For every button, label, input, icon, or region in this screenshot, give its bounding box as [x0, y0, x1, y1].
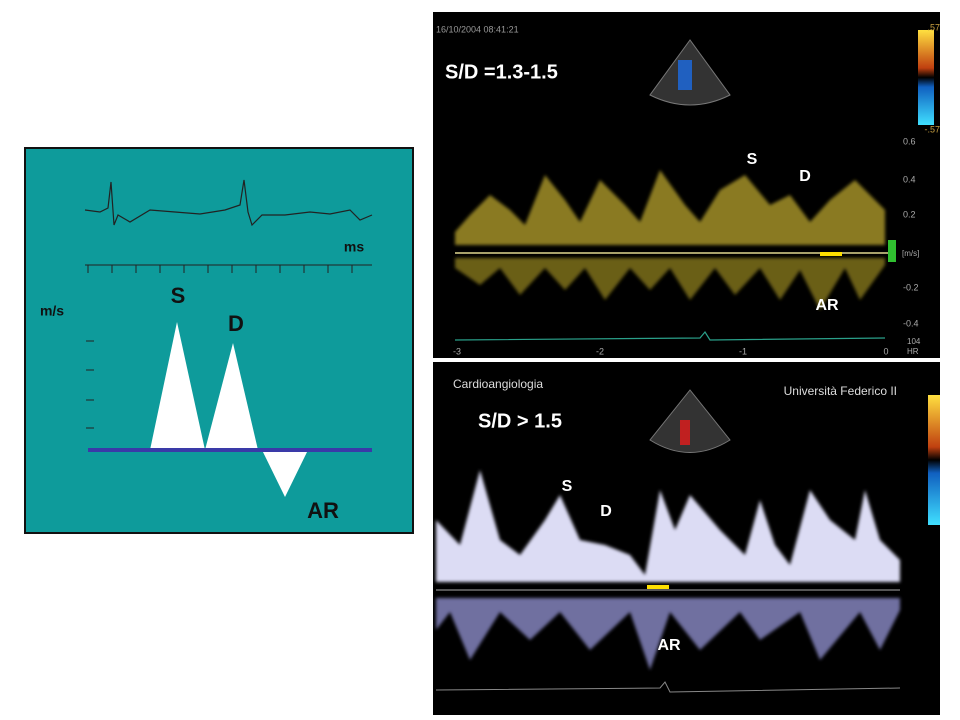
ratio: S/D =1.3-1.5	[445, 61, 558, 83]
time-axis	[85, 264, 372, 273]
d-label: D	[228, 311, 244, 336]
velocity-tick: 0.4	[903, 174, 916, 184]
left-caption: Cardioangiologia	[453, 377, 543, 391]
forward-flow	[436, 470, 900, 582]
time-ticks: -3 -2 -1 0	[453, 346, 889, 356]
doppler-bottom: Cardioangiologia Università Federico II …	[433, 362, 940, 715]
forward-flow	[455, 170, 885, 245]
time-tick: -1	[739, 346, 747, 356]
ar-label: AR	[815, 297, 839, 314]
ar-label: AR	[307, 498, 339, 523]
unit: [m/s]	[902, 249, 919, 258]
reverse-flow	[436, 598, 900, 670]
color-bar	[928, 395, 940, 525]
color-flow	[678, 60, 692, 90]
marker-green	[888, 240, 896, 262]
marker	[820, 252, 842, 256]
heart-rate: 104	[907, 337, 921, 346]
timestamp: 16/10/2004 08:41:21	[436, 24, 519, 34]
schematic: ms m/s S D AR	[24, 147, 414, 534]
scale-min: -.57	[924, 124, 940, 134]
doppler-top: 16/10/2004 08:41:21 .57 -.57 S/D =1.3-1.…	[433, 12, 940, 358]
s-label: S	[171, 283, 186, 308]
color-flow	[680, 420, 690, 445]
ratio: S/D > 1.5	[478, 410, 562, 432]
velocity-tick: 0.2	[903, 209, 916, 219]
marker	[647, 585, 669, 589]
d-label: D	[799, 168, 811, 185]
ecg-trace	[454, 330, 886, 341]
d-wave	[205, 343, 258, 450]
schematic-panel	[24, 147, 414, 534]
scale-max: .57	[927, 22, 940, 32]
s-label: S	[562, 478, 573, 495]
time-tick: 0	[883, 346, 888, 356]
ar-label: AR	[657, 637, 681, 654]
d-label: D	[600, 503, 612, 520]
ar-wave	[262, 450, 308, 497]
color-bar	[918, 30, 934, 125]
velocity-tick: -0.2	[903, 282, 919, 292]
velocity-tick: 0.6	[903, 136, 916, 146]
s-label: S	[747, 151, 758, 168]
heart-rate-label: HR	[907, 347, 919, 356]
s-wave	[150, 322, 205, 450]
reverse-flow	[455, 258, 885, 310]
ecg-trace	[84, 179, 373, 227]
velocity-tick: -0.4	[903, 318, 919, 328]
velocity-ticks	[86, 340, 94, 429]
ecg-trace	[435, 681, 901, 693]
velocity-ticks: 0.6 0.4 0.2 -0.2 -0.4	[903, 136, 919, 328]
y-axis-label: m/s	[40, 303, 64, 319]
time-tick: -3	[453, 346, 461, 356]
right-caption: Università Federico II	[784, 384, 897, 398]
x-axis-label: ms	[344, 239, 364, 255]
time-tick: -2	[596, 346, 604, 356]
